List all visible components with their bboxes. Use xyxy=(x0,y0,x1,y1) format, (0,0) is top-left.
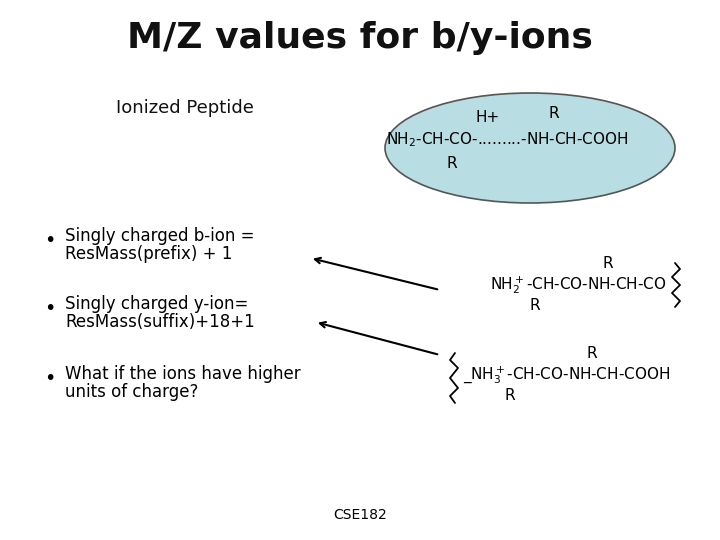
Text: What if the ions have higher: What if the ions have higher xyxy=(65,365,301,383)
Text: CSE182: CSE182 xyxy=(333,508,387,522)
Text: ResMass(prefix) + 1: ResMass(prefix) + 1 xyxy=(65,245,233,263)
Text: R: R xyxy=(587,347,598,361)
Ellipse shape xyxy=(385,93,675,203)
Text: M/Z values for b/y-ions: M/Z values for b/y-ions xyxy=(127,21,593,55)
Text: H+: H+ xyxy=(476,111,500,125)
Text: NH$^+_2$-CH-CO-NH-CH-CO: NH$^+_2$-CH-CO-NH-CH-CO xyxy=(490,274,667,296)
Text: Singly charged b-ion =: Singly charged b-ion = xyxy=(65,227,254,245)
Text: Ionized Peptide: Ionized Peptide xyxy=(116,99,254,117)
Text: •: • xyxy=(45,231,55,249)
Text: R: R xyxy=(549,105,559,120)
Text: R: R xyxy=(530,298,540,313)
Text: _NH$^+_3$-CH-CO-NH-CH-COOH: _NH$^+_3$-CH-CO-NH-CH-COOH xyxy=(463,364,670,386)
Text: Singly charged y-ion=: Singly charged y-ion= xyxy=(65,295,248,313)
Text: •: • xyxy=(45,368,55,388)
Text: R: R xyxy=(446,156,457,171)
Text: R: R xyxy=(603,255,613,271)
Text: R: R xyxy=(505,388,516,402)
Text: units of charge?: units of charge? xyxy=(65,383,199,401)
Text: ResMass(suffix)+18+1: ResMass(suffix)+18+1 xyxy=(65,313,255,331)
Text: •: • xyxy=(45,299,55,318)
Text: NH$_2$-CH-CO-.........-NH-CH-COOH: NH$_2$-CH-CO-.........-NH-CH-COOH xyxy=(386,131,628,150)
